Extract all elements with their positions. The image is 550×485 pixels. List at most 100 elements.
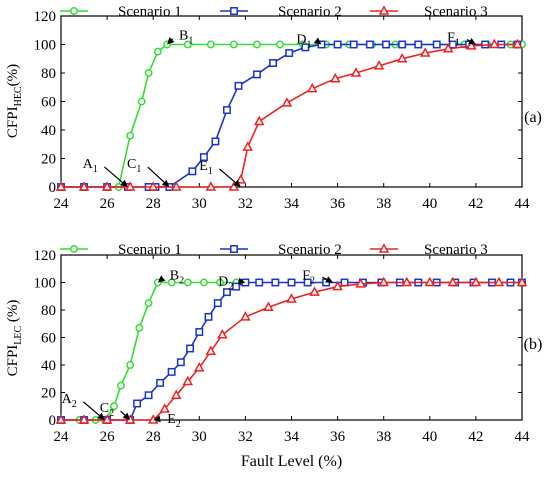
data-point-circle xyxy=(70,245,78,253)
x-axis-label: Fault Level (%) xyxy=(241,453,342,470)
data-point-triangle xyxy=(281,97,293,107)
data-point-triangle xyxy=(240,311,251,321)
data-point-square xyxy=(317,40,326,49)
data-point-triangle xyxy=(332,280,343,291)
x-tick-label: 28 xyxy=(146,429,161,445)
data-point-square xyxy=(255,278,264,287)
y-tick-label: 80 xyxy=(41,303,56,319)
annotation-e2: E2 xyxy=(153,412,181,430)
y-tick-label: 100 xyxy=(34,38,57,54)
y-axis-label-sub: LEC xyxy=(13,326,24,345)
series-line xyxy=(61,43,518,188)
x-tick-label: 26 xyxy=(100,196,116,212)
data-point-triangle xyxy=(242,141,253,151)
data-point-triangle xyxy=(309,286,320,296)
data-point-circle xyxy=(252,40,261,49)
x-tick-label: 36 xyxy=(330,429,346,445)
x-tick-label: 44 xyxy=(515,196,531,212)
data-point-square xyxy=(285,49,294,57)
data-point-triangle xyxy=(217,329,228,339)
y-tick-label: 60 xyxy=(41,331,56,347)
annotation-label: B1 xyxy=(179,29,193,47)
annotation-subscript: 1 xyxy=(188,36,193,47)
annotation-subscript: 2 xyxy=(179,276,184,287)
data-point-square xyxy=(211,137,220,146)
data-point-triangle xyxy=(378,243,390,253)
data-point-triangle xyxy=(286,293,297,303)
data-point-triangle xyxy=(373,60,385,70)
data-point-square xyxy=(176,358,185,367)
data-point-circle xyxy=(135,323,144,332)
annotation-label: D1 xyxy=(296,33,311,51)
x-tick-label: 32 xyxy=(238,196,253,212)
legend-label: Scenario 3 xyxy=(424,242,488,258)
annotation-letter: E xyxy=(199,159,208,174)
x-tick-label: 42 xyxy=(468,429,483,445)
annotation-subscript: 1 xyxy=(306,40,311,51)
annotation-arrow xyxy=(147,166,167,185)
data-point-circle xyxy=(144,69,153,77)
data-point-square xyxy=(186,344,195,353)
data-point-circle xyxy=(153,47,162,56)
data-point-circle xyxy=(126,361,135,369)
data-point-circle xyxy=(229,40,238,49)
annotation-label: D2 xyxy=(218,275,233,293)
data-point-circle xyxy=(110,402,118,411)
x-tick-label: 40 xyxy=(422,196,437,212)
data-point-triangle xyxy=(419,47,431,57)
annotation-subscript: 1 xyxy=(455,38,460,49)
x-tick-label: 24 xyxy=(54,196,70,212)
data-point-square xyxy=(432,40,441,49)
annotation-d2: D2 xyxy=(218,275,246,293)
y-tick-label: 60 xyxy=(41,95,56,111)
data-point-square xyxy=(333,40,342,49)
data-point-triangle xyxy=(447,276,459,287)
data-point-square xyxy=(287,278,296,287)
y-axis-label-sub: HEC xyxy=(13,86,24,106)
data-point-square xyxy=(365,40,374,49)
data-point-square xyxy=(167,367,176,376)
legend-label: Scenario 2 xyxy=(278,4,342,20)
panel-b: 0 20 40 60 80 100 120 24 26 28 30 32 34 36 38 40 42 44 CFP… xyxy=(5,242,542,470)
data-point-square xyxy=(230,7,238,15)
annotation-letter: D xyxy=(296,33,306,48)
series-line xyxy=(61,281,522,421)
data-point-circle xyxy=(199,278,208,287)
annotation-label: E1 xyxy=(199,159,213,177)
data-point-square xyxy=(195,328,204,336)
y-axis-label: CFPILEC (%) xyxy=(5,300,24,377)
panel-a: 0 20 40 60 80 100 120 24 26 28 30 32 34 36 38 40 42 44 CFP… xyxy=(5,4,542,212)
data-point-triangle xyxy=(101,181,113,191)
y-tick-label: 40 xyxy=(41,358,56,374)
annotation-e1: E1 xyxy=(199,159,241,187)
data-point-square xyxy=(156,378,165,387)
annotation-subscript: 2 xyxy=(228,282,233,293)
legend-label: Scenario 1 xyxy=(118,242,182,258)
data-point-triangle xyxy=(306,82,318,93)
x-tick-label: 44 xyxy=(515,429,531,445)
data-point-triangle xyxy=(466,40,477,50)
legend-label: Scenario 1 xyxy=(118,4,182,20)
y-tick-label: 40 xyxy=(41,123,56,139)
y-axis-label-main: CFPI xyxy=(5,106,21,138)
annotation-f1: F1 xyxy=(447,31,476,49)
annotation-label: C1 xyxy=(127,157,141,175)
annotation-subscript: 2 xyxy=(176,419,181,430)
annotation-subscript: 1 xyxy=(93,164,98,175)
x-tick-label: 30 xyxy=(192,429,207,445)
data-point-square xyxy=(133,399,142,408)
data-point-circle xyxy=(276,40,284,49)
data-point-triangle xyxy=(253,115,265,126)
y-tick-label: 120 xyxy=(34,9,57,25)
data-point-triangle xyxy=(194,362,205,372)
x-tick-label: 24 xyxy=(54,429,70,445)
data-point-triangle xyxy=(55,414,67,424)
x-tick-label: 32 xyxy=(238,429,253,445)
annotation-b2: B2 xyxy=(157,269,184,287)
data-point-triangle xyxy=(378,5,390,15)
data-point-triangle xyxy=(205,345,217,355)
data-point-triangle xyxy=(263,301,274,311)
x-tick-label: 36 xyxy=(330,196,346,212)
annotation-arrowhead xyxy=(120,179,128,187)
y-tick-label: 0 xyxy=(49,413,57,429)
